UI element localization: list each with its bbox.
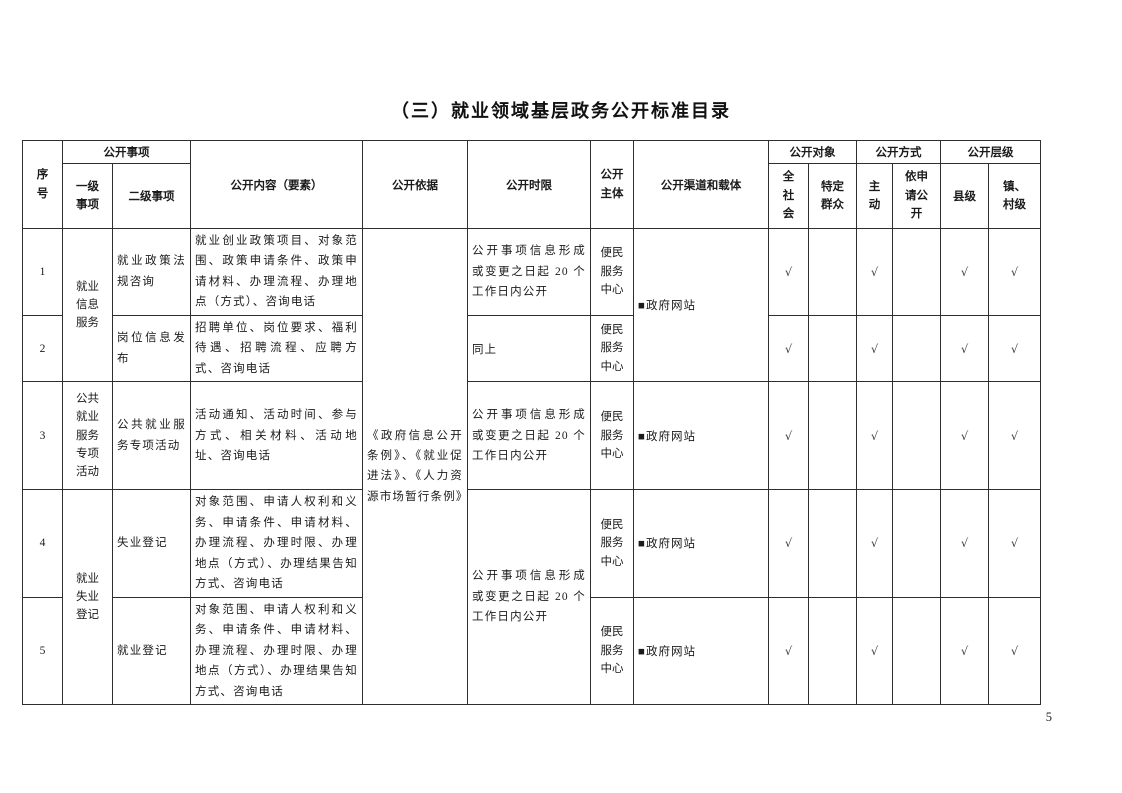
check-method-on-request <box>892 596 941 705</box>
check-method-on-request <box>892 228 941 316</box>
header-seq: 序 号 <box>22 140 63 229</box>
check-level-town: √ <box>988 381 1041 491</box>
check-level-county: √ <box>940 314 989 383</box>
check-level-county: √ <box>940 228 989 316</box>
page-number: 5 <box>1045 710 1052 724</box>
header-level-town: 镇、 村级 <box>988 163 1041 229</box>
table-row: 4 就业 失业 登记 失业登记 对象范围、申请人权利和义务、申请条件、申请材料、… <box>22 489 1041 705</box>
catalog-table: 序 号 公开事项 公开内容（要素） 公开依据 公开时限 公开 主体 公开渠道和载… <box>22 140 1041 705</box>
cell-content: 对象范围、申请人权利和义务、申请条件、申请材料、办理流程、办理时限、办理地点（方… <box>190 596 363 705</box>
cell-channel: ■政府网站 <box>633 489 769 598</box>
check-level-town: √ <box>988 228 1041 316</box>
table-row: 2 岗位信息发布 招聘单位、岗位要求、福利待遇、招聘流程、应聘方式、咨询电话 同… <box>22 314 1041 383</box>
check-level-county: √ <box>940 381 989 491</box>
check-audience-specific <box>808 489 857 598</box>
cell-seq: 1 <box>22 228 63 316</box>
cell-time-limit: 同上 <box>467 314 591 383</box>
check-audience-all: √ <box>768 228 809 316</box>
header-level1: 一级 事项 <box>62 163 113 229</box>
header-audience-group: 公开对象 <box>768 140 857 164</box>
check-audience-specific <box>808 314 857 383</box>
check-level-town: √ <box>988 314 1041 383</box>
cell-content: 招聘单位、岗位要求、福利待遇、招聘流程、应聘方式、咨询电话 <box>190 314 363 383</box>
header-level2: 二级事项 <box>112 163 191 229</box>
check-audience-specific <box>808 228 857 316</box>
header-basis: 公开依据 <box>362 140 468 229</box>
header-row-columns: 一级 事项 二级事项 全 社 会 特定 群众 主 动 依申 请公 开 县级 镇、… <box>23 163 1041 229</box>
check-audience-all: √ <box>768 314 809 383</box>
cell-subject: 便民 服务 中心 <box>590 596 634 705</box>
cell-time-limit: 公开事项信息形成或变更之日起 20 个工作日内公开 <box>467 381 591 491</box>
cell-level1: 就业 信息 服务 <box>62 227 113 383</box>
header-level-county: 县级 <box>940 163 989 229</box>
header-channel: 公开渠道和载体 <box>633 140 769 229</box>
header-row-groups: 序 号 公开事项 公开内容（要素） 公开依据 公开时限 公开 主体 公开渠道和载… <box>22 140 1041 229</box>
header-method-active: 主 动 <box>856 163 893 229</box>
check-level-county: √ <box>940 596 989 705</box>
header-method-group: 公开方式 <box>856 140 941 164</box>
table-row: 1 就业 信息 服务 就业政策法规咨询 就业创业政策项目、对象范围、政策申请条件… <box>22 227 1041 705</box>
check-method-active: √ <box>856 314 893 383</box>
check-method-on-request <box>892 381 941 491</box>
check-method-active: √ <box>856 228 893 316</box>
cell-level2: 就业政策法规咨询 <box>112 228 191 316</box>
header-content: 公开内容（要素） <box>190 140 363 229</box>
cell-content: 活动通知、活动时间、参与方式、相关材料、活动地址、咨询电话 <box>190 381 363 491</box>
header-method-on-request: 依申 请公 开 <box>892 163 941 229</box>
table-row: 5 就业登记 对象范围、申请人权利和义务、申请条件、申请材料、办理流程、办理时限… <box>22 596 1041 705</box>
check-level-county: √ <box>940 489 989 598</box>
check-level-town: √ <box>988 489 1041 598</box>
cell-subject: 便民 服务 中心 <box>590 489 634 598</box>
cell-seq: 2 <box>22 314 63 383</box>
cell-level1: 公共 就业 服务 专项 活动 <box>62 381 113 491</box>
header-audience-all: 全 社 会 <box>768 163 809 229</box>
check-audience-specific <box>808 381 857 491</box>
check-audience-specific <box>808 596 857 705</box>
page-title: （三）就业领域基层政务公开标准目录 <box>391 101 731 121</box>
cell-level2: 失业登记 <box>112 489 191 598</box>
check-method-on-request <box>892 314 941 383</box>
check-level-town: √ <box>988 596 1041 705</box>
cell-seq: 3 <box>22 381 63 491</box>
cell-subject: 便民 服务 中心 <box>590 314 634 383</box>
header-audience-specific: 特定 群众 <box>808 163 857 229</box>
check-audience-all: √ <box>768 489 809 598</box>
header-subject: 公开 主体 <box>590 140 634 229</box>
check-method-active: √ <box>856 381 893 491</box>
cell-subject: 便民 服务 中心 <box>590 228 634 316</box>
cell-channel: ■政府网站 <box>633 227 769 383</box>
check-audience-all: √ <box>768 381 809 491</box>
check-method-active: √ <box>856 596 893 705</box>
header-level-group: 公开层级 <box>940 140 1041 164</box>
cell-content: 就业创业政策项目、对象范围、政策申请条件、政策申请材料、办理流程、办理地点（方式… <box>190 228 363 316</box>
cell-seq: 5 <box>22 596 63 705</box>
table-row: 3 公共 就业 服务 专项 活动 公共就业服务专项活动 活动通知、活动时间、参与… <box>22 381 1041 491</box>
cell-channel: ■政府网站 <box>633 596 769 705</box>
header-items-group: 公开事项 <box>62 140 191 164</box>
check-audience-all: √ <box>768 596 809 705</box>
check-method-active: √ <box>856 489 893 598</box>
cell-time-limit: 公开事项信息形成或变更之日起 20 个工作日内公开 <box>467 228 591 316</box>
header-time-limit: 公开时限 <box>467 140 591 229</box>
cell-time-limit: 公开事项信息形成或变更之日起 20 个工作日内公开 <box>467 489 591 705</box>
check-method-on-request <box>892 489 941 598</box>
cell-level2: 岗位信息发布 <box>112 314 191 383</box>
cell-channel: ■政府网站 <box>633 381 769 491</box>
cell-subject: 便民 服务 中心 <box>590 381 634 491</box>
cell-content: 对象范围、申请人权利和义务、申请条件、申请材料、办理流程、办理时限、办理地点（方… <box>190 489 363 598</box>
cell-level2: 公共就业服务专项活动 <box>112 381 191 491</box>
cell-seq: 4 <box>22 489 63 598</box>
cell-level2: 就业登记 <box>112 596 191 705</box>
cell-basis: 《政府信息公开条例》、《就业促进法》、《人力资源市场暂行条例》 <box>362 228 468 705</box>
cell-level1: 就业 失业 登记 <box>62 489 113 705</box>
